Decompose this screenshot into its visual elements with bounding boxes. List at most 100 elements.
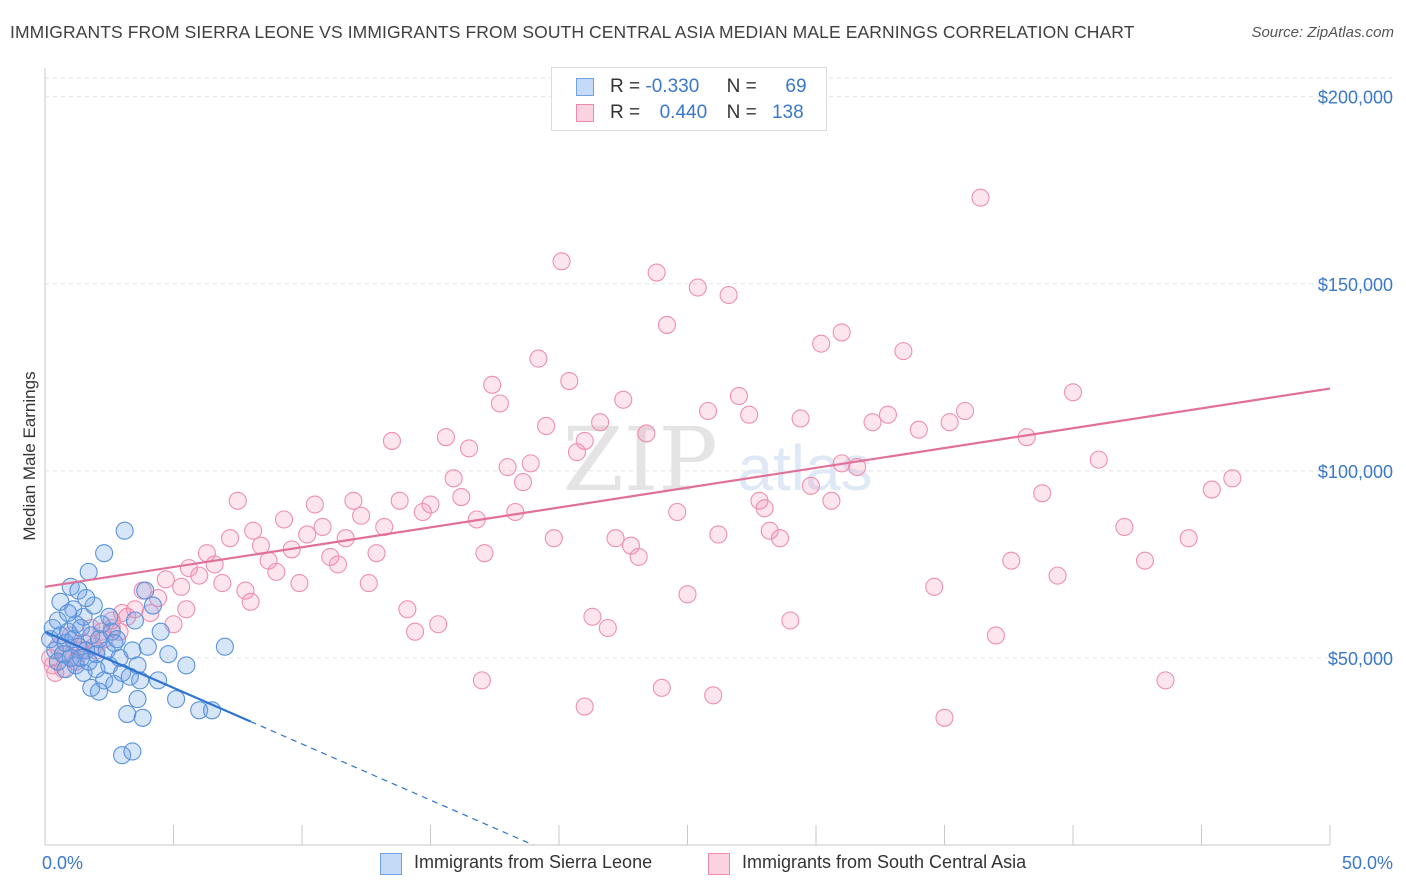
- x-tick-label-max: 50.0%: [1342, 853, 1393, 873]
- sierra-leone-point: [177, 656, 196, 675]
- south-central-asia-point: [678, 585, 697, 604]
- south-central-asia-point: [506, 502, 525, 522]
- sierra-leone-point: [79, 562, 98, 581]
- sierra-leone-point: [95, 544, 114, 563]
- sierra-leone-point: [71, 648, 91, 667]
- south-central-asia-point: [344, 491, 363, 510]
- south-central-asia-point: [459, 439, 479, 458]
- trend-line-south-central-asia: [44, 387, 1331, 588]
- south-central-asia-point: [298, 525, 317, 544]
- series-legend-label: Immigrants from South Central Asia: [742, 852, 1027, 872]
- south-central-asia-point: [359, 574, 378, 593]
- south-central-asia-point: [290, 574, 309, 593]
- south-central-asia-point: [909, 420, 928, 439]
- south-central-asia-point: [560, 372, 579, 391]
- sierra-leone-point: [133, 708, 152, 727]
- south-central-asia-point: [436, 428, 455, 447]
- grid-lines: [45, 77, 1392, 659]
- sierra-leone-point: [84, 596, 103, 615]
- south-central-asia-point: [382, 431, 402, 450]
- south-central-asia-point: [1179, 529, 1198, 548]
- south-central-asia-point: [668, 502, 687, 522]
- sierra-leone-point: [113, 746, 132, 765]
- south-central-asia-point: [498, 458, 517, 477]
- y-tick-label-1: $100,000: [1318, 462, 1393, 482]
- south-central-asia-point: [591, 413, 610, 432]
- south-central-asia-point: [305, 495, 324, 514]
- south-central-asia-point: [940, 413, 959, 432]
- legend-swatch-blue: [576, 78, 594, 96]
- x-tick-label-min: 0.0%: [42, 853, 83, 873]
- south-central-asia-point: [205, 555, 224, 574]
- sierra-leone-point: [115, 521, 134, 540]
- south-central-asia-point: [637, 424, 656, 443]
- south-central-asia-point: [236, 581, 255, 600]
- sierra-leone-point: [66, 615, 85, 634]
- y-tick-label-2: $150,000: [1318, 275, 1393, 295]
- south-central-asia-point: [313, 517, 332, 537]
- south-central-asia-point: [709, 525, 728, 544]
- south-central-asia-point: [925, 577, 944, 596]
- south-central-asia-point: [1063, 383, 1083, 402]
- south-central-asia-point: [220, 529, 240, 548]
- watermark-zip: ZIP: [562, 408, 717, 511]
- south-central-asia-point: [894, 342, 913, 361]
- south-central-asia-point: [1223, 469, 1242, 488]
- chart-title: IMMIGRANTS FROM SIERRA LEONE VS IMMIGRAN…: [10, 22, 1135, 42]
- south-central-asia-point: [986, 626, 1005, 645]
- south-central-asia-point: [878, 405, 898, 424]
- legend-n-label: N =: [726, 76, 757, 97]
- south-central-asia-point: [740, 405, 759, 424]
- sierra-leone-point: [118, 704, 137, 724]
- sierra-leone-point: [89, 682, 109, 701]
- sierra-leone-point: [123, 742, 142, 761]
- south-central-asia-point: [336, 529, 355, 548]
- south-central-asia-point: [1115, 517, 1134, 537]
- south-central-asia-point: [770, 529, 790, 548]
- sierra-leone-point: [159, 645, 178, 664]
- sierra-leone-point: [138, 637, 157, 656]
- legend-n-value: 69: [785, 76, 807, 97]
- south-central-asia-point: [699, 401, 718, 421]
- south-central-asia-point: [956, 401, 975, 421]
- south-central-asia-point: [657, 315, 676, 334]
- sierra-leone-point: [74, 607, 93, 626]
- south-central-asia-point: [321, 547, 340, 566]
- sierra-leone-point: [215, 637, 234, 656]
- sierra-leone-point: [123, 641, 142, 660]
- south-central-asia-point: [452, 487, 471, 507]
- correlation-legend: R = -0.330 N = 69 R = 0.440 N = 138: [551, 67, 827, 131]
- y-axis-label: Median Male Earnings: [20, 371, 39, 540]
- south-central-asia-point: [575, 697, 594, 716]
- series-legend: Immigrants from Sierra Leone Immigrants …: [0, 851, 1406, 877]
- series-legend-label: Immigrants from Sierra Leone: [414, 852, 653, 872]
- south-central-asia-point: [274, 510, 294, 529]
- south-central-asia-point: [367, 544, 386, 563]
- south-central-asia-point: [267, 562, 286, 581]
- south-central-asia-point: [537, 416, 556, 436]
- south-central-asia-point: [688, 278, 707, 297]
- y-tick-label-3: $200,000: [1318, 88, 1393, 108]
- chart-source: Source: ZipAtlas.com: [1251, 24, 1394, 41]
- south-central-asia-point: [472, 671, 491, 690]
- south-central-asia-point: [513, 473, 533, 492]
- series-swatch-blue: [380, 853, 402, 875]
- south-central-asia-point: [760, 521, 779, 540]
- south-central-asia-point: [406, 622, 425, 641]
- south-central-asia-point: [652, 678, 671, 697]
- south-central-asia-point: [398, 600, 417, 619]
- trend-line-sierra-leone-extrapolated: [250, 720, 534, 846]
- south-central-asia-point: [832, 323, 851, 342]
- trend-line-sierra-leone: [44, 630, 252, 723]
- south-central-asia-point: [228, 491, 247, 510]
- y-tick-labels: $50,000 $100,000 $150,000 $200,000: [1318, 88, 1393, 669]
- south-central-asia-point: [92, 622, 111, 641]
- sierra-leone-point: [77, 589, 96, 608]
- south-central-asia-point: [781, 611, 800, 630]
- south-central-asia-point: [1033, 484, 1052, 503]
- south-central-asia-point: [544, 529, 563, 548]
- south-central-asia-point: [606, 529, 625, 548]
- south-central-asia-point: [490, 394, 509, 413]
- sierra-leone-point: [167, 690, 186, 709]
